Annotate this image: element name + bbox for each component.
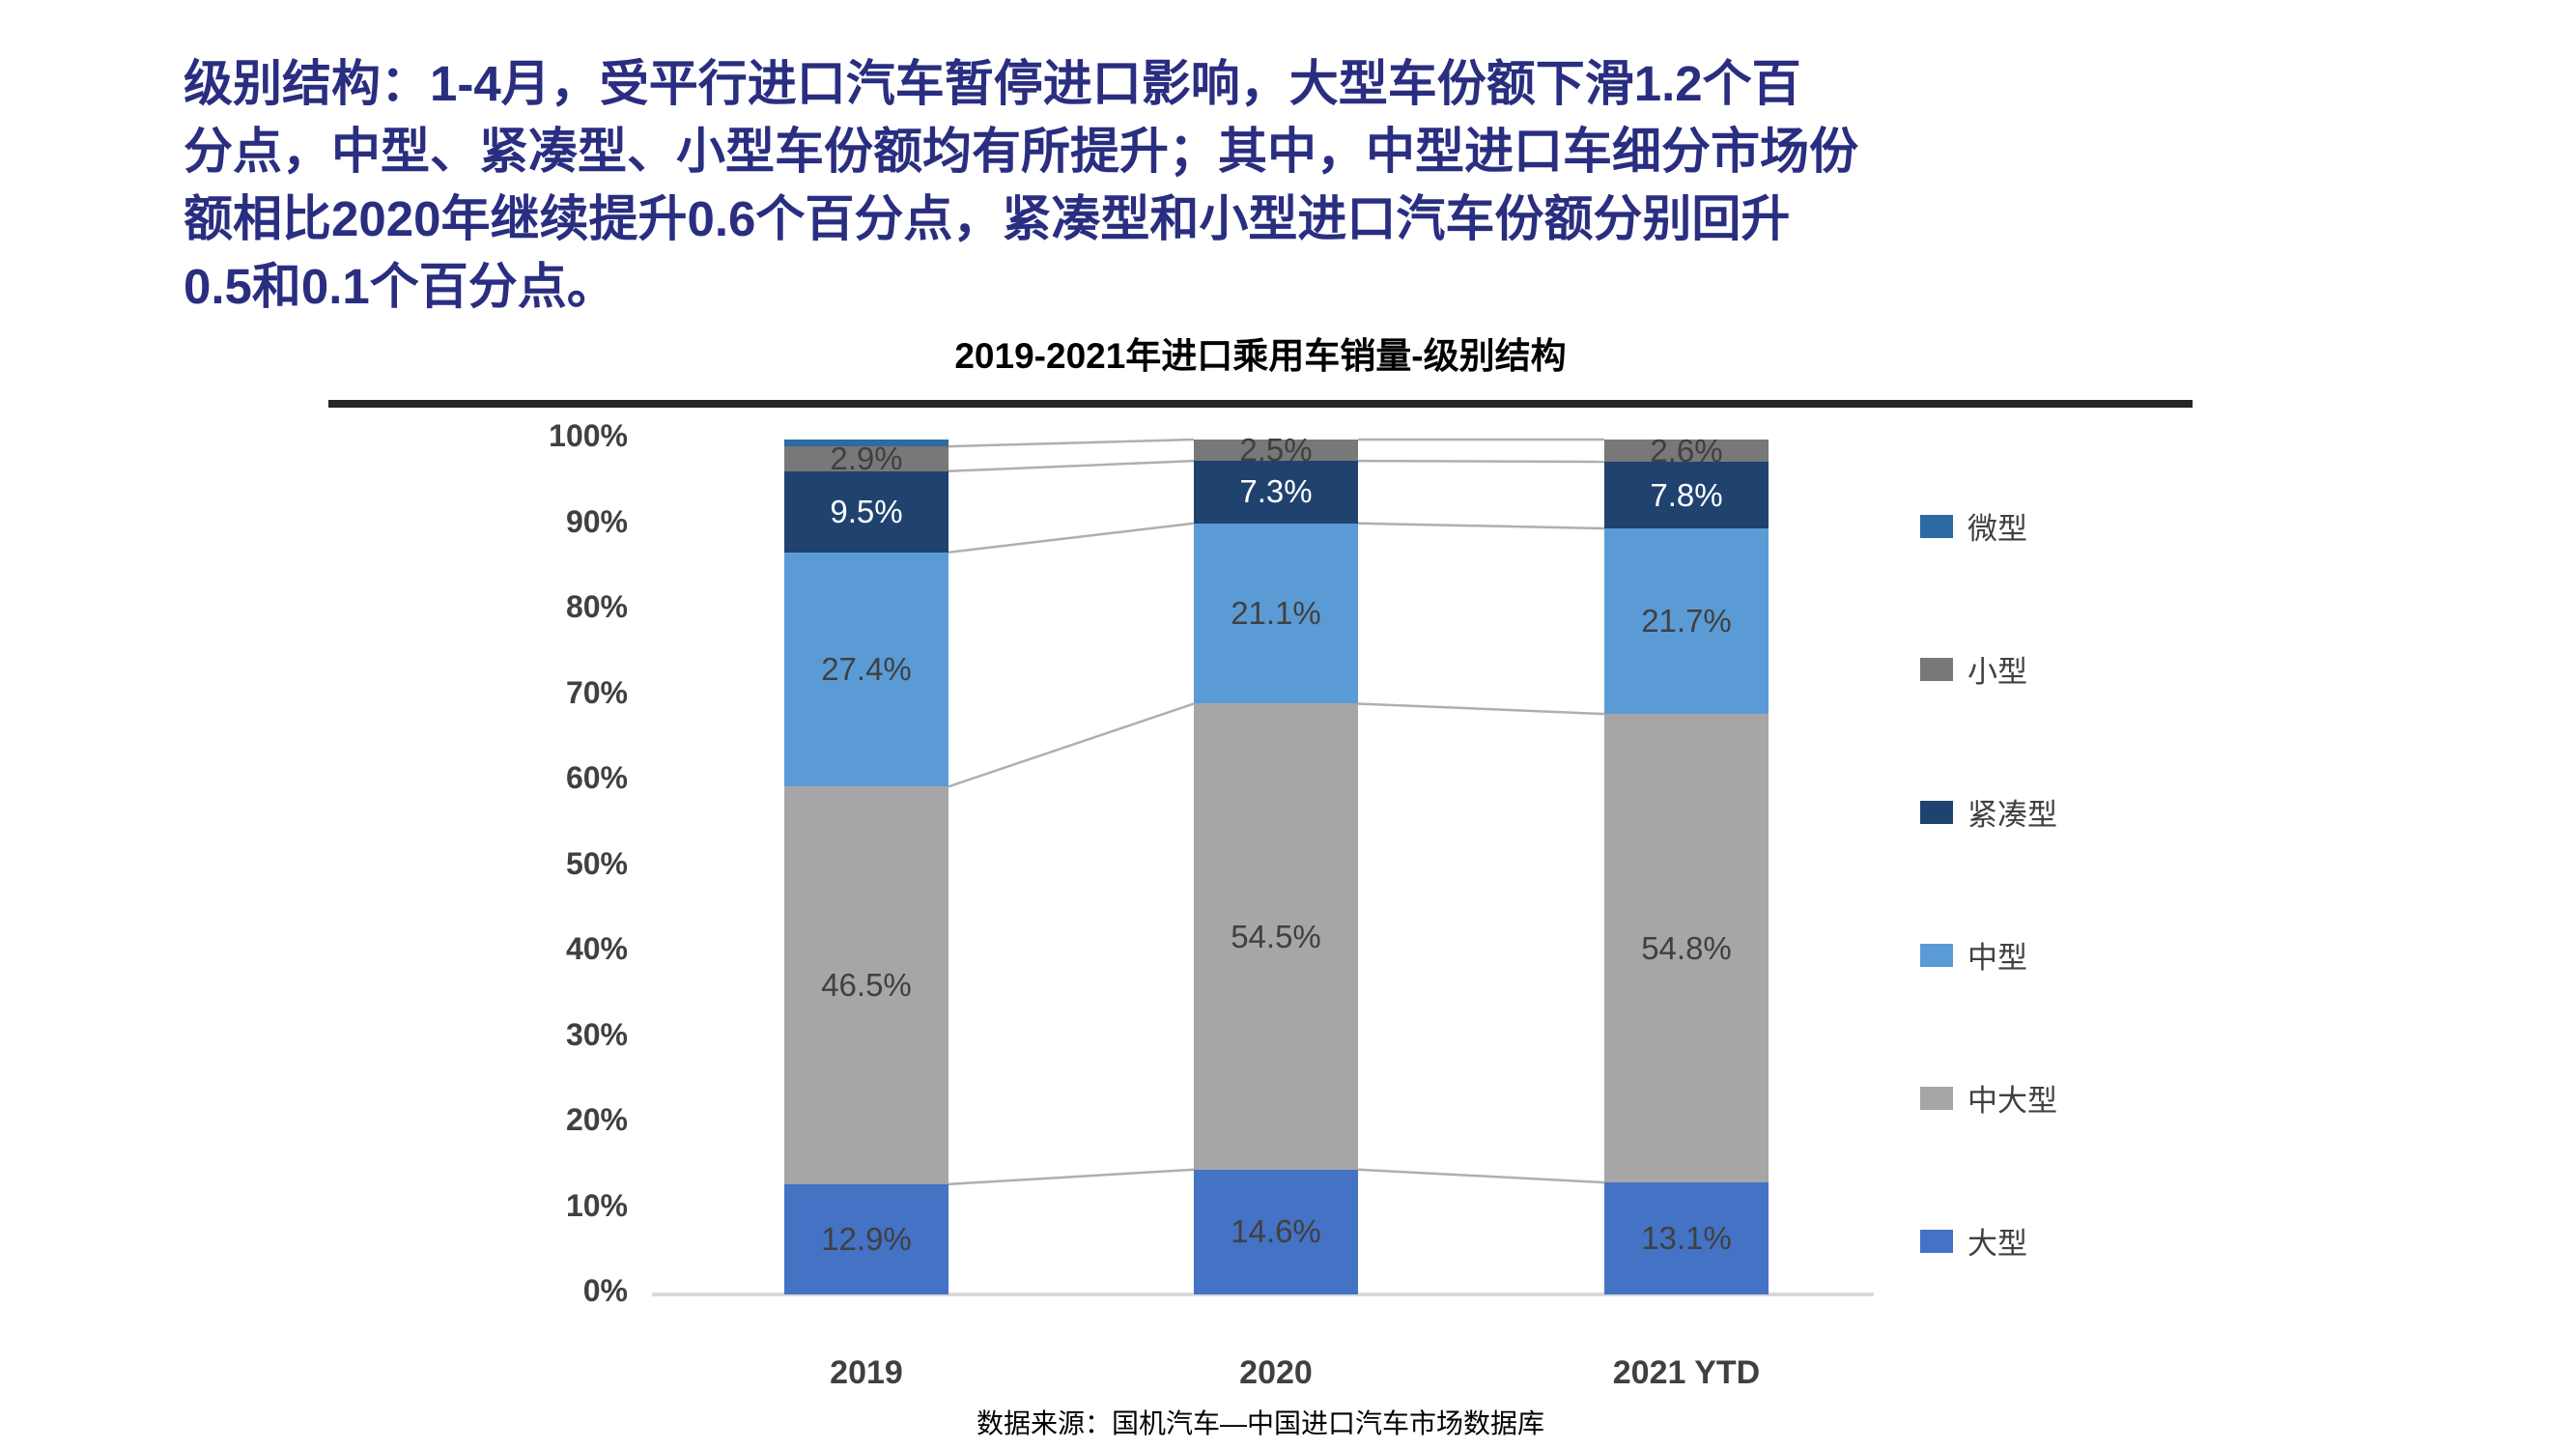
slide-headline: 级别结构：1-4月，受平行进口汽车暂停进口影响，大型车份额下滑1.2个百 分点，…	[184, 50, 2492, 321]
series-connector-line	[1357, 459, 1605, 464]
legend-label: 小型	[1967, 655, 2027, 689]
legend-swatch	[1920, 657, 1953, 681]
segment-value-label: 14.6%	[1231, 1213, 1321, 1250]
segment-value-label: 7.3%	[1239, 473, 1313, 510]
segment-value-label: 27.4%	[821, 651, 912, 688]
series-connector-line	[948, 522, 1195, 554]
y-axis-tick-label: 100%	[549, 418, 628, 453]
segment-value-label: 9.5%	[830, 493, 903, 529]
legend-item: 微型	[1920, 504, 2027, 548]
y-axis-tick-label: 0%	[582, 1273, 628, 1308]
bar-segment	[784, 440, 948, 447]
legend-label: 中大型	[1967, 1084, 2057, 1118]
x-axis-tick-label: 2020	[1239, 1354, 1313, 1391]
headline-line-2: 分点，中型、紧凑型、小型车份额均有所提升；其中，中型进口车细分市场份	[184, 124, 1859, 179]
series-connector-line	[1357, 1168, 1605, 1184]
y-axis-tick-label: 60%	[565, 760, 628, 795]
segment-value-label: 54.5%	[1231, 918, 1321, 954]
headline-line-4: 0.5和0.1个百分点。	[184, 259, 616, 314]
legend-swatch	[1920, 1229, 1953, 1253]
headline-line-1: 级别结构：1-4月，受平行进口汽车暂停进口影响，大型车份额下滑1.2个百	[184, 56, 1801, 111]
bar-segment	[1604, 440, 1769, 462]
segment-value-label: 46.5%	[821, 967, 912, 1004]
segment-value-label: 54.8%	[1641, 929, 1732, 966]
segment-value-label: 2.6%	[1650, 432, 1723, 469]
y-axis-tick-label: 80%	[565, 589, 628, 624]
data-source-note: 数据来源：国机汽车—中国进口汽车市场数据库	[976, 1408, 1544, 1438]
segment-value-label: 21.7%	[1641, 603, 1732, 639]
legend-label: 大型	[1967, 1227, 2027, 1261]
legend-swatch	[1920, 514, 1953, 538]
y-axis-tick-label: 40%	[565, 931, 628, 966]
segment-value-label: 13.1%	[1641, 1220, 1732, 1257]
series-connector-line	[948, 1168, 1195, 1186]
bar-segment	[1194, 461, 1358, 524]
segment-value-label: 7.8%	[1650, 476, 1723, 513]
bar-segment	[1194, 440, 1358, 462]
bar-segment	[1194, 523, 1358, 704]
y-axis-tick-label: 30%	[565, 1016, 628, 1052]
series-connector-line	[1357, 702, 1605, 716]
bar-segment	[1604, 528, 1769, 715]
y-axis-tick-label: 90%	[565, 503, 628, 539]
legend-item: 中型	[1920, 933, 2027, 977]
y-axis-tick-label: 50%	[565, 845, 628, 881]
bar-segment	[1604, 714, 1769, 1183]
segment-value-label: 2.5%	[1239, 432, 1313, 469]
y-axis-tick-label: 10%	[565, 1187, 628, 1223]
chart-title: 2019-2021年进口乘用车销量-级别结构	[954, 336, 1567, 376]
legend-item: 小型	[1920, 647, 2027, 691]
bar-segment	[784, 786, 948, 1184]
bar-segment	[784, 552, 948, 787]
x-axis-tick-label: 2021 YTD	[1612, 1354, 1761, 1391]
legend-item: 中大型	[1920, 1076, 2057, 1120]
series-connector-line	[948, 702, 1195, 788]
legend-label: 微型	[1967, 512, 2027, 546]
segment-value-label: 12.9%	[821, 1220, 912, 1257]
bar-segment	[1604, 1182, 1769, 1294]
segment-value-label: 21.1%	[1231, 595, 1321, 632]
bar-segment	[784, 470, 948, 553]
bar-segment	[784, 446, 948, 471]
headline-line-3: 额相比2020年继续提升0.6个百分点，紧凑型和小型进口汽车份额分别回升	[184, 191, 1791, 246]
bar-segment	[1604, 462, 1769, 529]
bar-segment	[1194, 703, 1358, 1170]
bar-segment	[1194, 1169, 1358, 1294]
legend-label: 中型	[1967, 941, 2027, 975]
legend-swatch	[1920, 943, 1953, 967]
y-axis-tick-label: 20%	[565, 1102, 628, 1137]
x-axis-tick-label: 2019	[830, 1354, 903, 1391]
legend-swatch	[1920, 1086, 1953, 1110]
series-connector-line	[948, 438, 1195, 448]
x-axis-line	[652, 1293, 1874, 1296]
legend-item: 紧凑型	[1920, 790, 2057, 834]
legend-label: 紧凑型	[1967, 798, 2057, 832]
bar-segment	[784, 1183, 948, 1294]
series-connector-line	[948, 459, 1195, 472]
y-axis-tick-label: 70%	[565, 674, 628, 710]
legend-swatch	[1920, 800, 1953, 824]
title-divider-line	[328, 400, 2193, 408]
series-connector-line	[1357, 522, 1605, 530]
legend-item: 大型	[1920, 1219, 2027, 1263]
